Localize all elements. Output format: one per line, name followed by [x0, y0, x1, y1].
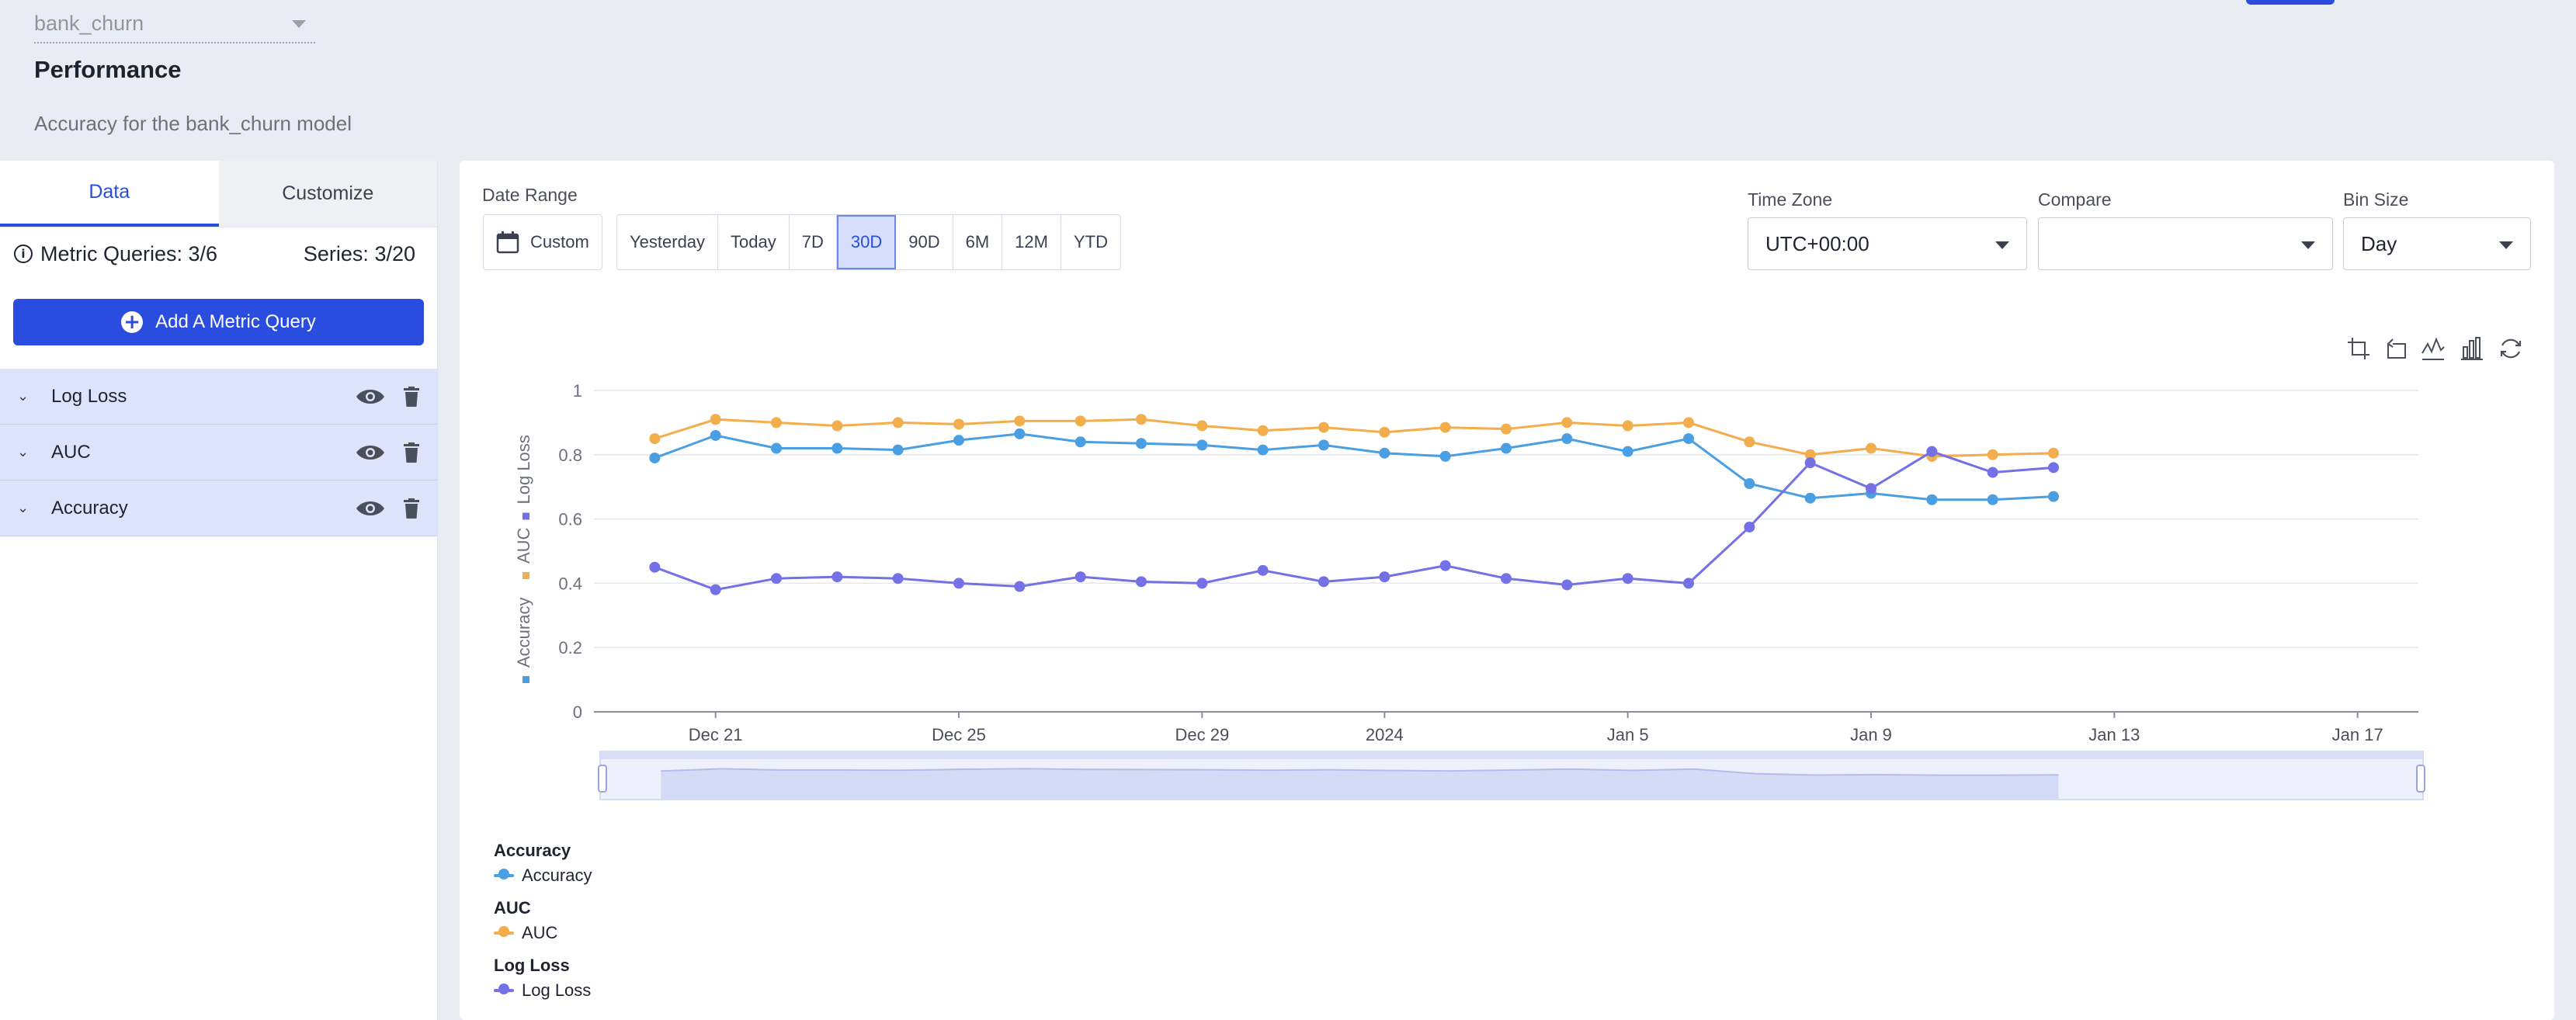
- legend-group: Accuracy Accuracy: [494, 838, 592, 888]
- range-button-yesterday[interactable]: Yesterday: [617, 215, 719, 269]
- query-panel: Data Customize i Metric Queries: 3/6 Ser…: [0, 161, 438, 1020]
- refresh-icon[interactable]: [2498, 336, 2523, 361]
- add-metric-query-label: Add A Metric Query: [155, 311, 316, 332]
- range-button-12m[interactable]: 12M: [1002, 215, 1061, 269]
- page-title: Performance: [34, 56, 182, 83]
- legend-group-title: Accuracy: [494, 841, 571, 860]
- query-list: ⌄ Log Loss ⌄ AUC ⌄ Acc: [0, 369, 437, 536]
- top-action-button[interactable]: [2246, 0, 2335, 5]
- date-range-label: Date Range: [482, 185, 578, 205]
- range-button-30d[interactable]: 30D: [836, 215, 897, 269]
- zoom-select-icon[interactable]: [2346, 336, 2371, 361]
- compare-select[interactable]: [2038, 217, 2333, 270]
- legend-group-title: Log Loss: [494, 956, 570, 975]
- custom-range-label: Custom: [530, 232, 589, 252]
- query-item-log-loss[interactable]: ⌄ Log Loss: [0, 369, 437, 425]
- trash-icon[interactable]: [403, 386, 420, 407]
- legend-group: AUC AUC: [494, 896, 592, 945]
- compare-label: Compare: [2038, 189, 2112, 210]
- range-button-6m[interactable]: 6M: [953, 215, 1003, 269]
- time-zone-label: Time Zone: [1748, 189, 1833, 210]
- bar-chart-icon[interactable]: [2460, 336, 2484, 361]
- line-chart-icon[interactable]: [2421, 336, 2446, 361]
- metric-info: i Metric Queries: 3/6 Series: 3/20: [0, 227, 437, 280]
- calendar-icon: [496, 231, 519, 254]
- chevron-down-icon: [2499, 241, 2513, 249]
- bin-size-select[interactable]: Day: [2343, 217, 2531, 270]
- tab-customize[interactable]: Customize: [218, 161, 437, 227]
- trash-icon[interactable]: [403, 498, 420, 519]
- add-metric-query-button[interactable]: + Add A Metric Query: [13, 299, 424, 345]
- panel-tabs: Data Customize: [0, 161, 437, 227]
- chevron-down-icon[interactable]: ⌄: [17, 388, 30, 404]
- eye-icon[interactable]: [355, 499, 386, 518]
- date-range-buttons: Yesterday Today 7D 30D 90D 6M 12M YTD: [616, 214, 1121, 270]
- range-button-today[interactable]: Today: [718, 215, 790, 269]
- trash-icon[interactable]: [403, 442, 420, 463]
- legend-item[interactable]: AUC: [494, 921, 592, 945]
- range-button-7d[interactable]: 7D: [790, 215, 837, 269]
- bin-size-label: Bin Size: [2343, 189, 2409, 210]
- page-subtitle: Accuracy for the bank_churn model: [34, 112, 352, 135]
- legend-label: Log Loss: [522, 980, 592, 1000]
- chevron-down-icon[interactable]: ⌄: [17, 444, 30, 460]
- legend-group: Log Loss Log Loss: [494, 953, 592, 1003]
- legend-swatch: [494, 984, 514, 994]
- plus-circle-icon: +: [121, 311, 144, 333]
- eye-icon[interactable]: [355, 443, 386, 462]
- zoom-reset-icon[interactable]: [2383, 336, 2408, 361]
- bin-size-value: Day: [2361, 231, 2397, 255]
- chevron-down-icon: [292, 20, 306, 28]
- query-label: AUC: [51, 441, 91, 463]
- model-select-value: bank_churn: [34, 12, 144, 35]
- tab-data[interactable]: Data: [0, 161, 219, 227]
- range-button-90d[interactable]: 90D: [896, 215, 953, 269]
- series-count: Series: 3/20: [303, 241, 415, 265]
- time-zone-value: UTC+00:00: [1765, 231, 1870, 255]
- legend-item[interactable]: Log Loss: [494, 978, 592, 1003]
- query-label: Accuracy: [51, 497, 128, 519]
- chart-legend: Accuracy Accuracy AUC AUC Log Loss Log Loss: [494, 838, 592, 1011]
- chevron-down-icon: [2301, 241, 2315, 249]
- query-label: Log Loss: [51, 385, 127, 407]
- legend-label: AUC: [522, 923, 558, 942]
- chart-card: [460, 161, 2554, 1020]
- chevron-down-icon[interactable]: ⌄: [17, 500, 30, 516]
- legend-group-title: AUC: [494, 898, 531, 918]
- time-zone-select[interactable]: UTC+00:00: [1748, 217, 2027, 270]
- legend-label: Accuracy: [522, 866, 592, 885]
- range-button-ytd[interactable]: YTD: [1073, 232, 1108, 252]
- custom-range-button[interactable]: Custom: [483, 214, 602, 270]
- legend-item[interactable]: Accuracy: [494, 863, 592, 888]
- model-select[interactable]: bank_churn: [34, 6, 315, 43]
- query-item-accuracy[interactable]: ⌄ Accuracy: [0, 481, 437, 536]
- eye-icon[interactable]: [355, 387, 386, 406]
- legend-swatch: [494, 926, 514, 937]
- info-icon[interactable]: i: [14, 245, 33, 263]
- metric-queries-count: Metric Queries: 3/6: [40, 241, 218, 265]
- chevron-down-icon: [1995, 241, 2009, 249]
- query-item-auc[interactable]: ⌄ AUC: [0, 425, 437, 481]
- legend-swatch: [494, 869, 514, 879]
